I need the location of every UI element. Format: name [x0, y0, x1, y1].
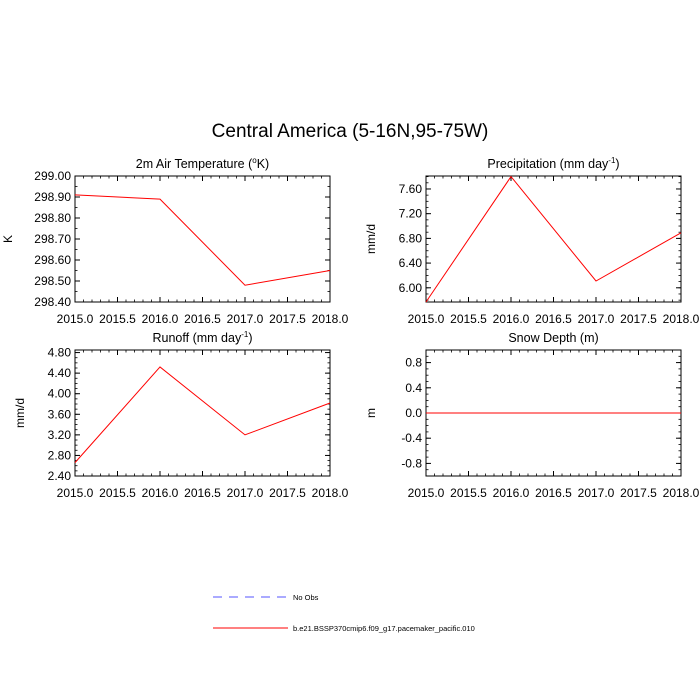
- x-tick-label: 2015.0: [57, 312, 94, 326]
- y-tick-label: -0.4: [401, 431, 422, 445]
- x-tick-label: 2016.0: [142, 312, 179, 326]
- y-tick-label: 6.00: [399, 281, 423, 295]
- y-axis-label: K: [1, 235, 15, 243]
- y-tick-label: 298.50: [34, 274, 71, 288]
- x-tick-label: 2016.0: [142, 486, 179, 500]
- y-tick-label: -0.8: [401, 456, 422, 470]
- x-tick-label: 2016.5: [184, 486, 221, 500]
- y-tick-label: 3.20: [48, 428, 72, 442]
- y-tick-label: 298.70: [34, 232, 71, 246]
- y-axis-label: mm/d: [13, 398, 27, 428]
- y-tick-label: 4.00: [48, 387, 72, 401]
- x-tick-label: 2015.0: [408, 486, 445, 500]
- x-tick-label: 2017.5: [620, 486, 657, 500]
- x-tick-label: 2015.5: [450, 312, 487, 326]
- legend: No Obs b.e21.BSSP370cmip6.f09_g17.pacemak…: [213, 593, 475, 633]
- y-tick-label: 4.40: [48, 366, 72, 380]
- x-tick-label: 2017.5: [620, 312, 657, 326]
- y-tick-label: 0.8: [405, 356, 422, 370]
- figure-title: Central America (5-16N,95-75W): [211, 121, 489, 142]
- x-tick-label: 2017.5: [269, 312, 306, 326]
- y-tick-label: 7.20: [399, 207, 423, 221]
- x-tick-label: 2016.5: [535, 312, 572, 326]
- legend-label: b.e21.BSSP370cmip6.f09_g17.pacemaker_pac…: [293, 624, 475, 633]
- y-tick-label: 6.40: [399, 256, 423, 270]
- y-tick-label: 2.40: [48, 469, 72, 483]
- y-axis-label: mm/d: [364, 224, 378, 254]
- chart-panel-2: 2015.0 2015.5 2016.0 2016.5 2017.0 2017.5 2018…: [364, 156, 700, 326]
- chart-panel-3: 2015.0 2015.5 2016.0 2016.5 2017.0 2017.5 2018…: [13, 330, 349, 500]
- x-tick-label: 2015.0: [57, 486, 94, 500]
- series-line: [74, 194, 331, 286]
- x-tick-label: 2018.0: [663, 486, 700, 500]
- x-tick-label: 2017.0: [227, 486, 264, 500]
- x-tick-label: 2015.5: [450, 486, 487, 500]
- x-tick-label: 2015.0: [408, 312, 445, 326]
- y-tick-label: 4.80: [48, 346, 72, 360]
- x-tick-label: 2018.0: [663, 312, 700, 326]
- x-tick-label: 2017.0: [578, 312, 615, 326]
- plot-frame: [74, 175, 331, 303]
- y-tick-label: 2.80: [48, 448, 72, 462]
- y-tick-label: 0.4: [405, 381, 422, 395]
- series-line: [74, 366, 331, 463]
- y-tick-label: 3.60: [48, 407, 72, 421]
- y-tick-label: 298.60: [34, 253, 71, 267]
- legend-label: No Obs: [293, 593, 319, 602]
- x-tick-label: 2015.5: [99, 486, 136, 500]
- panel-title: 2m Air Temperature (oK): [136, 156, 269, 171]
- y-tick-label: 0.0: [405, 406, 422, 420]
- plot-frame: [425, 175, 682, 303]
- y-axis-label: m: [364, 408, 378, 418]
- plot-frame: [74, 349, 331, 477]
- x-tick-label: 2016.0: [493, 312, 530, 326]
- x-tick-label: 2018.0: [312, 312, 349, 326]
- x-tick-label: 2015.5: [99, 312, 136, 326]
- x-tick-label: 2016.0: [493, 486, 530, 500]
- panel-title: Snow Depth (m): [508, 331, 598, 345]
- panel-title: Runoff (mm day-1): [153, 330, 253, 345]
- y-tick-label: 7.60: [399, 182, 423, 196]
- y-tick-label: 6.80: [399, 231, 423, 245]
- panel-title: Precipitation (mm day-1): [487, 156, 619, 171]
- x-tick-label: 2016.5: [535, 486, 572, 500]
- x-tick-label: 2017.0: [578, 486, 615, 500]
- x-tick-label: 2016.5: [184, 312, 221, 326]
- x-tick-label: 2017.0: [227, 312, 264, 326]
- y-tick-label: 298.90: [34, 190, 71, 204]
- y-tick-label: 298.40: [34, 295, 71, 309]
- x-tick-label: 2018.0: [312, 486, 349, 500]
- chart-panel-1: 2015.0 2015.5 2016.0 2016.5 2017.0 2017.5 2018…: [1, 156, 349, 326]
- y-tick-label: 298.80: [34, 211, 71, 225]
- series-line: [425, 175, 682, 303]
- chart-panel-4: 2015.0 2015.5 2016.0 2016.5 2017.0 2017.5 2018…: [364, 331, 700, 500]
- x-tick-label: 2017.5: [269, 486, 306, 500]
- y-tick-label: 299.00: [34, 169, 71, 183]
